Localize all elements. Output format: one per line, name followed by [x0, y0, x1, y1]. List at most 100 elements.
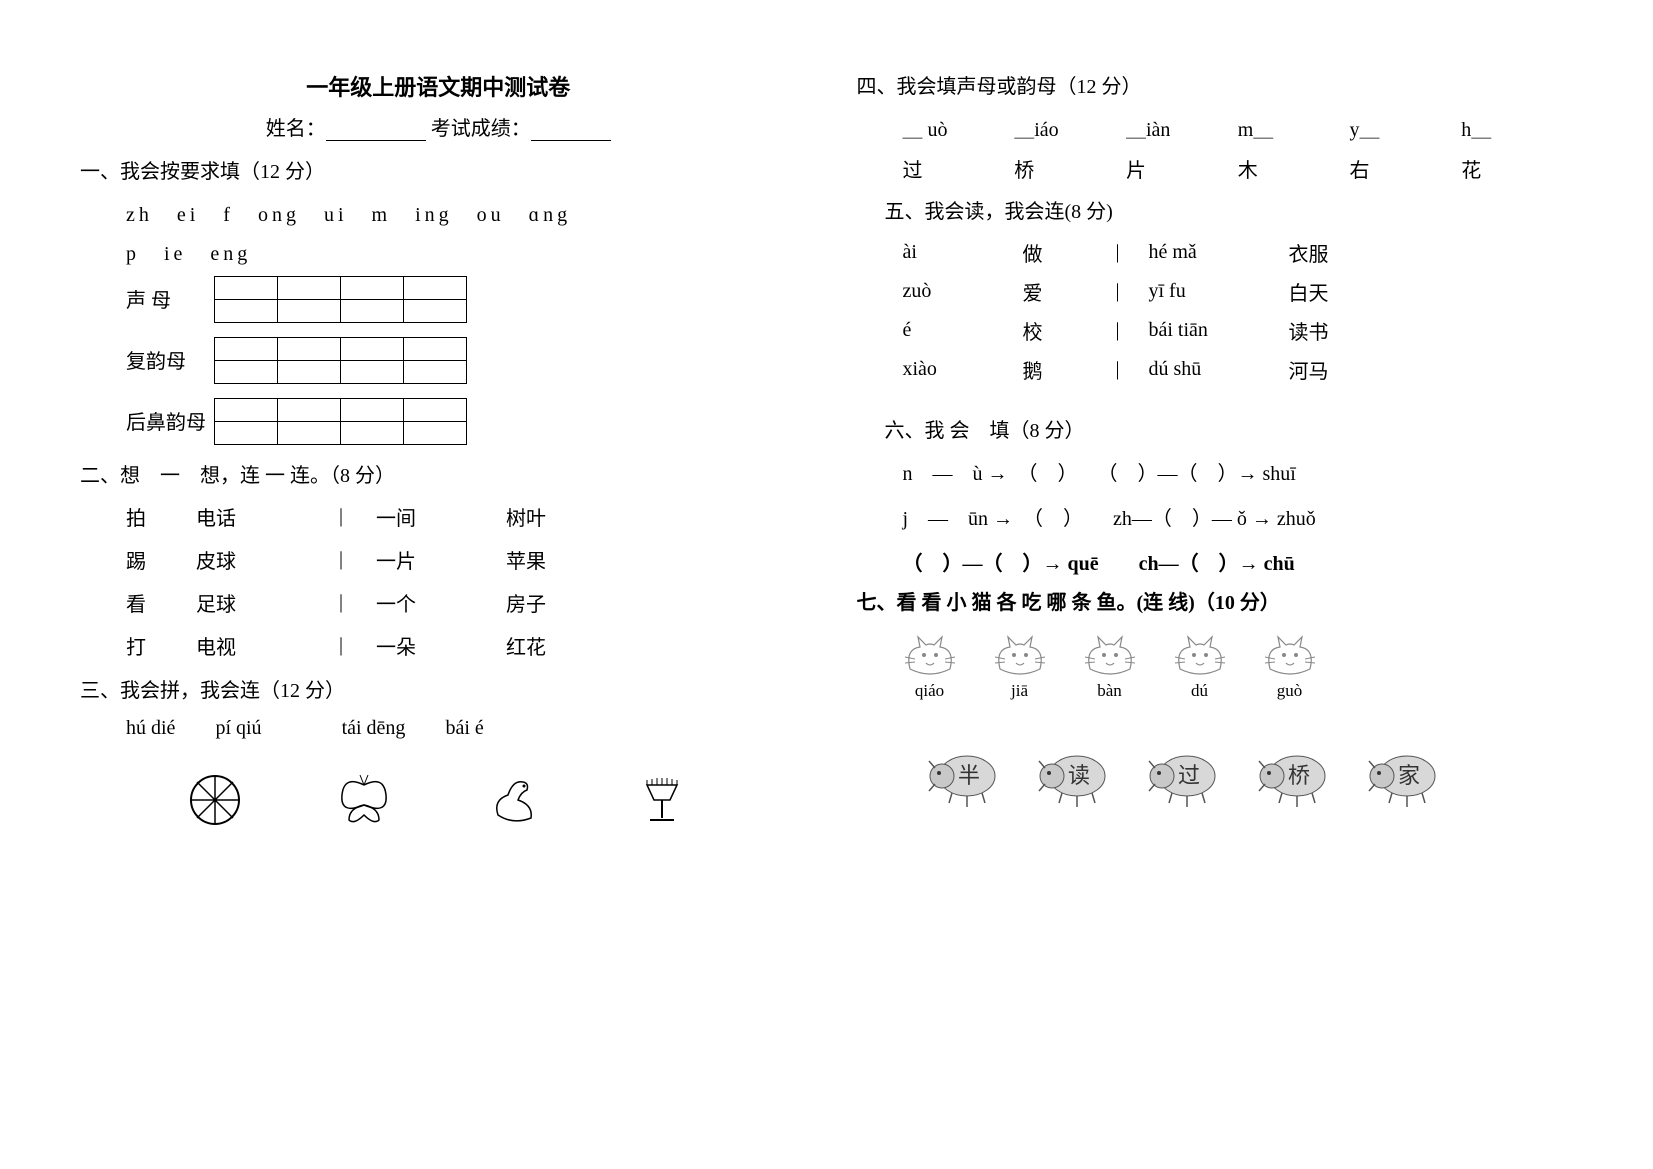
q5-cell: 爱 [1023, 277, 1103, 306]
page-title: 一年级上册语文期中测试卷 [80, 70, 797, 102]
pipe: | [326, 548, 356, 571]
q2-cell: 一间 [356, 502, 466, 531]
q7-heading: 七、看 看 小 猫 各 吃 哪 条 鱼。(连 线)（10 分） [857, 586, 1574, 615]
q5-row: xiào鹅|dú shū河马 [857, 355, 1574, 384]
q5-cell: 河马 [1289, 355, 1389, 384]
q4-r2-3: 木 [1238, 154, 1350, 183]
q2-cell: 皮球 [196, 545, 326, 574]
q3-items: hú dié pí qiú tái dēng bái é [80, 717, 797, 740]
q5-cell: 做 [1023, 238, 1103, 267]
q2-cell: 红花 [466, 631, 596, 660]
q4-r2-5: 花 [1461, 154, 1573, 183]
bug-item: 读 [1027, 741, 1117, 811]
q3-heading: 三、我会拼，我会连（12 分） [80, 674, 797, 703]
q2-cell: 踢 [126, 545, 196, 574]
q4-row2: 过 桥 片 木 右 花 [857, 154, 1574, 183]
ball-icon [185, 770, 245, 830]
q2-row: 打电视|一朵红花 [80, 631, 797, 660]
score-label: 考试成绩： [431, 118, 531, 140]
pipe: | [326, 591, 356, 614]
cat-icon [1080, 629, 1140, 679]
butterfly-icon [334, 770, 394, 830]
q2-cell: 树叶 [466, 502, 596, 531]
pipe: | [1103, 319, 1133, 342]
q2-heading: 二、想 一 想，连 一 连。（8 分） [80, 459, 797, 488]
bug-icon: 半 [917, 741, 1007, 811]
q4-r2-4: 右 [1350, 154, 1462, 183]
q1-grid-1: 复韵母 [80, 337, 797, 384]
q5-cell: yī fu [1133, 280, 1289, 303]
pipe: | [1103, 280, 1133, 303]
cat-label: guò [1245, 681, 1335, 701]
cat-item: qiáo [885, 629, 975, 701]
q3-item-0: hú dié [126, 717, 175, 740]
bug-icon: 过 [1137, 741, 1227, 811]
q1-grid-2: 后鼻韵母 [80, 398, 797, 445]
q1-line1: zh ei f ong ui m ing ou ɑng [80, 198, 797, 227]
q4-r2-0: 过 [903, 154, 1015, 183]
letter-grid [214, 398, 467, 445]
bug-icon: 家 [1357, 741, 1447, 811]
name-score-line: 姓名： 考试成绩： [80, 112, 797, 141]
q7-cats: qiáojiābàndúguò [857, 629, 1574, 701]
pipe: | [326, 505, 356, 528]
q4-r1-3: m＿ [1238, 113, 1350, 142]
q3-item-2: tái dēng [342, 717, 406, 740]
q2-cell: 电话 [196, 502, 326, 531]
q5-cell: 校 [1023, 316, 1103, 345]
q6-line-1: j — ūn → （ ） zh—（ ）— ǒ → zhuǒ [857, 502, 1574, 531]
q6-line-0: n — ù → （ ） （ ）—（ ）→ shuī [857, 457, 1574, 486]
bug-item: 桥 [1247, 741, 1337, 811]
cat-label: bàn [1065, 681, 1155, 701]
q2-row: 看足球|一个房子 [80, 588, 797, 617]
cat-icon [990, 629, 1050, 679]
q5-cell: 读书 [1289, 316, 1389, 345]
q3-icons [80, 770, 797, 830]
score-blank [531, 120, 611, 141]
cat-item: guò [1245, 629, 1335, 701]
q4-heading: 四、我会填声母或韵母（12 分） [857, 70, 1574, 99]
q4-r2-2: 片 [1126, 154, 1238, 183]
cat-item: dú [1155, 629, 1245, 701]
letter-grid [214, 276, 467, 323]
q2-cell: 一片 [356, 545, 466, 574]
q2-cell: 一个 [356, 588, 466, 617]
q4-r1-0: ＿ uò [903, 113, 1015, 142]
cat-label: jiā [975, 681, 1065, 701]
q5-cell: 衣服 [1289, 238, 1389, 267]
cat-item: bàn [1065, 629, 1155, 701]
q5-cell: hé mǎ [1133, 241, 1289, 264]
q5-cell: dú shū [1133, 358, 1289, 381]
q5-cell: 白天 [1289, 277, 1389, 306]
q5-cell: ài [903, 241, 1023, 264]
lamp-icon [632, 770, 692, 830]
q2-cell: 一朵 [356, 631, 466, 660]
q2-cell: 看 [126, 588, 196, 617]
bug-icon: 桥 [1247, 741, 1337, 811]
svg-text:过: 过 [1177, 763, 1199, 788]
bug-item: 家 [1357, 741, 1447, 811]
q2-cell: 拍 [126, 502, 196, 531]
pipe: | [1103, 358, 1133, 381]
svg-text:半: 半 [957, 763, 979, 788]
q2-cell: 电视 [196, 631, 326, 660]
q3-item-3: bái é [445, 717, 483, 740]
cat-icon [1260, 629, 1320, 679]
q5-cell: 鹅 [1023, 355, 1103, 384]
q1-line2: p ie eng [80, 237, 797, 266]
cat-item: jiā [975, 629, 1065, 701]
q1-grid-label-2: 后鼻韵母 [126, 398, 206, 435]
name-label: 姓名： [266, 118, 326, 140]
svg-text:桥: 桥 [1287, 763, 1309, 788]
q5-cell: xiào [903, 358, 1023, 381]
q1-grid-label-1: 复韵母 [126, 337, 206, 374]
name-blank [326, 120, 426, 141]
q4-r1-1: ＿iáo [1014, 113, 1126, 142]
bug-item: 半 [917, 741, 1007, 811]
cat-icon [1170, 629, 1230, 679]
svg-text:读: 读 [1067, 763, 1089, 788]
letter-grid [214, 337, 467, 384]
cat-label: qiáo [885, 681, 975, 701]
q4-r1-2: ＿iàn [1126, 113, 1238, 142]
q5-cell: zuò [903, 280, 1023, 303]
